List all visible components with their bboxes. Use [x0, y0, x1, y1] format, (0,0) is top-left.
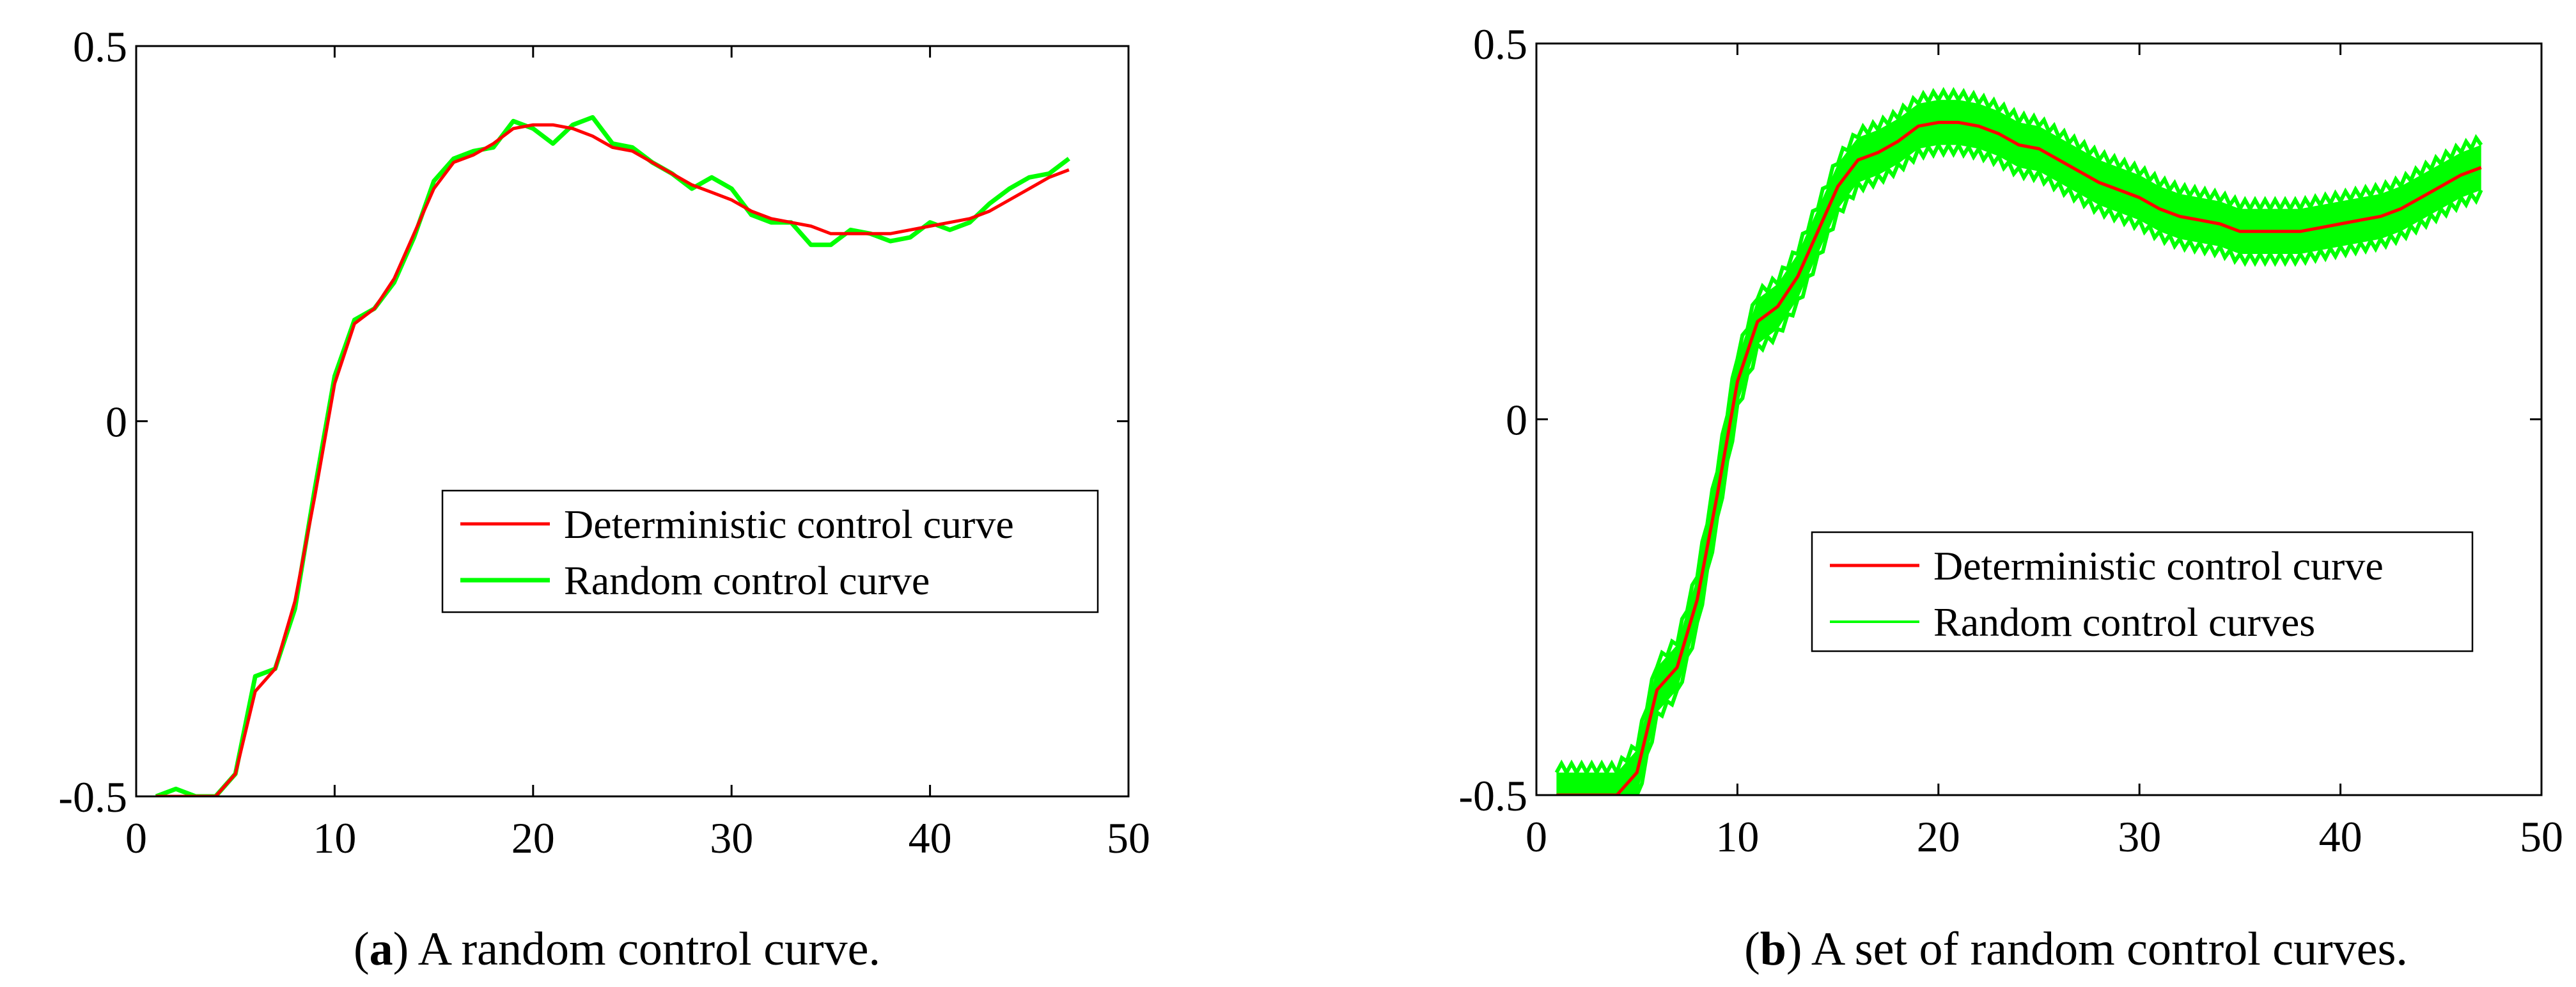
- panel-b-x-tick-label-10: 10: [1715, 812, 1759, 861]
- panel-a-plot-area: [155, 114, 1071, 796]
- panel-a-x-tick-label-30: 30: [710, 814, 753, 862]
- panel-b-y-tick-label-0.5: 0.5: [1473, 20, 1527, 68]
- panel-a-x-tick-label-10: 10: [313, 814, 356, 862]
- panel-b-caption-paren-open: (: [1744, 923, 1760, 975]
- panel-b-random-curves-band: [1556, 100, 2481, 795]
- panel-b-x-tick-label-40: 40: [2319, 812, 2362, 861]
- panel-a-x-tick-label-0: 0: [125, 814, 147, 862]
- panel-a-legend-box: [441, 489, 1099, 613]
- panel-a-caption: (a) A random control curve.: [354, 923, 880, 975]
- panel-b-legend-box: [1811, 531, 2474, 652]
- panel-a-legend-label-random: Random control curve: [564, 558, 930, 603]
- panel-b-x-tick-label-50: 50: [2520, 812, 2563, 861]
- panel-b-y-tick-label-0: 0: [1506, 396, 1527, 445]
- panel-a-legend-label-deterministic: Deterministic control curve: [564, 501, 1014, 547]
- panel-b-legend-label-deterministic: Deterministic control curve: [1933, 543, 2384, 588]
- panel-b-random-curves-upper-edge: [1554, 86, 2483, 778]
- panel-a-x-tick-label-40: 40: [909, 814, 952, 862]
- panel-b-y-tick-label--0.5: -0.5: [1458, 771, 1527, 820]
- panel-b-x-tick-label-20: 20: [1917, 812, 1960, 861]
- panel-a-x-tick-label-50: 50: [1107, 814, 1150, 862]
- panel-a-random-curve-line: [155, 114, 1071, 796]
- panel-a-y-tick-label--0.5: -0.5: [58, 773, 127, 821]
- panel-b-plot-area: [1554, 86, 2483, 795]
- panel-a-x-tick-label-20: 20: [511, 814, 555, 862]
- panel-b-caption-label: b: [1760, 923, 1786, 975]
- panel-b-caption-text: ) A set of random control curves.: [1786, 923, 2408, 975]
- panel-a-axes-box: [135, 45, 1130, 798]
- panel-b-caption: (b) A set of random control curves.: [1744, 923, 2408, 975]
- panel-b-deterministic-curve-line: [1556, 120, 2482, 795]
- panel-a-y-tick-label-0: 0: [105, 398, 127, 446]
- panel-b-legend-label-random: Random control curves: [1933, 599, 2315, 645]
- panel-a-deterministic-curve-line: [156, 123, 1070, 796]
- panel-b-x-tick-label-30: 30: [2118, 812, 2161, 861]
- panel-b-x-tick-label-0: 0: [1526, 812, 1547, 861]
- panel-a-caption-text: ) A random control curve.: [393, 923, 880, 975]
- panel-b-random-curves-lower-edge: [1635, 141, 2483, 795]
- panel-a-caption-label: a: [370, 923, 393, 975]
- panel-a-y-tick-label-0.5: 0.5: [73, 22, 127, 71]
- panel-a-caption-paren-open: (: [354, 923, 370, 975]
